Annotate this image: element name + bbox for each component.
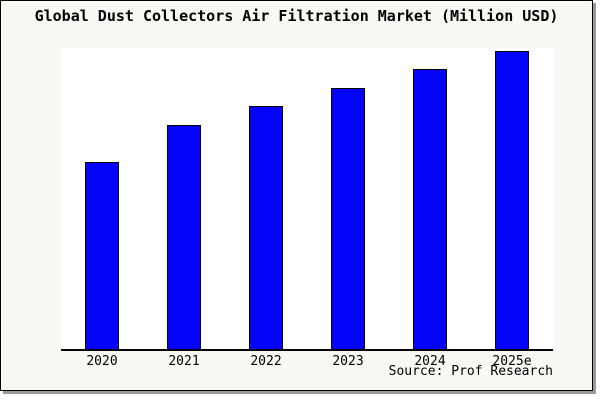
bar-2020 [85, 161, 119, 349]
x-tick-2025e: 2025e [492, 354, 532, 369]
bar-slot-2025e [471, 48, 553, 349]
bar-slot-2020 [61, 48, 143, 349]
x-axis-labels: 2020 2021 2022 2023 2024 2025e [61, 354, 553, 369]
x-tick-2021: 2021 [168, 354, 200, 369]
bar-2024 [413, 69, 447, 349]
source-note: Source: Prof Research [388, 364, 553, 379]
x-tick-2024: 2024 [414, 354, 446, 369]
bars-container [61, 48, 553, 349]
chart-title: Global Dust Collectors Air Filtration Ma… [34, 7, 559, 25]
plot-area [61, 48, 553, 351]
x-tick-2020: 2020 [86, 354, 118, 369]
bar-slot-2023 [307, 48, 389, 349]
bar-slot-2022 [225, 48, 307, 349]
bar-slot-2021 [143, 48, 225, 349]
chart-frame: Global Dust Collectors Air Filtration Ma… [0, 0, 593, 391]
bar-2021 [167, 125, 201, 349]
x-tick-2023: 2023 [332, 354, 364, 369]
bar-2022 [249, 105, 283, 349]
bar-2023 [331, 87, 365, 349]
bar-slot-2024 [389, 48, 471, 349]
x-tick-2022: 2022 [250, 354, 282, 369]
bar-2025e [495, 50, 529, 349]
